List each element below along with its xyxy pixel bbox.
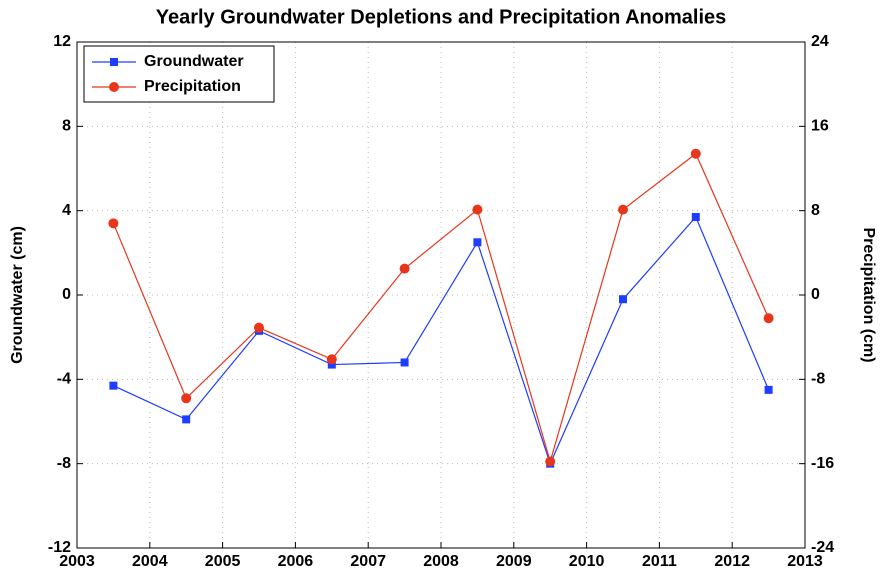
y2-tick-label: -8 [811, 371, 825, 388]
point [326, 354, 337, 365]
x-tick-label: 2005 [205, 553, 241, 570]
point [182, 415, 191, 424]
point [618, 204, 628, 215]
point [472, 204, 483, 215]
y-tick-label: -12 [48, 539, 71, 556]
x-tick-label: 2006 [278, 553, 314, 570]
chart-title: Yearly Groundwater Depletions and Precip… [156, 6, 727, 28]
series-line [113, 215, 770, 466]
legend-label: Precipitation [144, 78, 241, 95]
y-tick-label: 0 [62, 286, 71, 303]
x-tick-label: 2012 [714, 553, 750, 570]
point [473, 238, 482, 247]
x-tick-label: 2011 [642, 553, 677, 570]
point [254, 322, 264, 333]
y-tick-label: -8 [57, 455, 71, 472]
y2-axis-label: Precipitation (cm) [860, 227, 877, 362]
point [545, 456, 556, 467]
point [690, 148, 701, 159]
y2-tick-label: 16 [811, 118, 829, 135]
x-tick-label: 2003 [59, 553, 95, 570]
y-tick-label: -4 [57, 371, 71, 388]
legend-box [83, 45, 275, 103]
y2-tick-label: 24 [811, 33, 829, 50]
y-tick-label: 4 [62, 202, 71, 219]
legend-marker [110, 58, 118, 66]
x-tick-label: 2008 [423, 553, 459, 570]
point [109, 381, 118, 390]
point [108, 218, 119, 229]
y2-tick-label: 0 [811, 286, 820, 303]
point [691, 212, 700, 221]
point [764, 385, 773, 394]
point [619, 295, 627, 304]
y2-tick-label: -24 [811, 539, 834, 556]
x-tick-label: 2004 [132, 553, 168, 570]
plot-frame [76, 41, 806, 549]
y-tick-label: 8 [62, 118, 71, 135]
x-tick-label: 2010 [569, 553, 605, 570]
series-line [112, 152, 770, 464]
y-axis-label: Groundwater (cm) [9, 226, 26, 364]
legend-marker [109, 82, 119, 92]
x-tick-label: 2007 [350, 553, 386, 570]
point [181, 393, 192, 404]
point [763, 313, 774, 324]
point [399, 263, 410, 274]
legend-label: Groundwater [144, 53, 244, 70]
y2-tick-label: 8 [811, 202, 820, 219]
point [400, 358, 409, 367]
point [327, 360, 336, 369]
x-tick-label: 2009 [496, 553, 532, 570]
x-tick-label: 2013 [787, 553, 823, 570]
y2-tick-label: -16 [811, 455, 834, 472]
y-tick-label: 12 [53, 33, 71, 50]
